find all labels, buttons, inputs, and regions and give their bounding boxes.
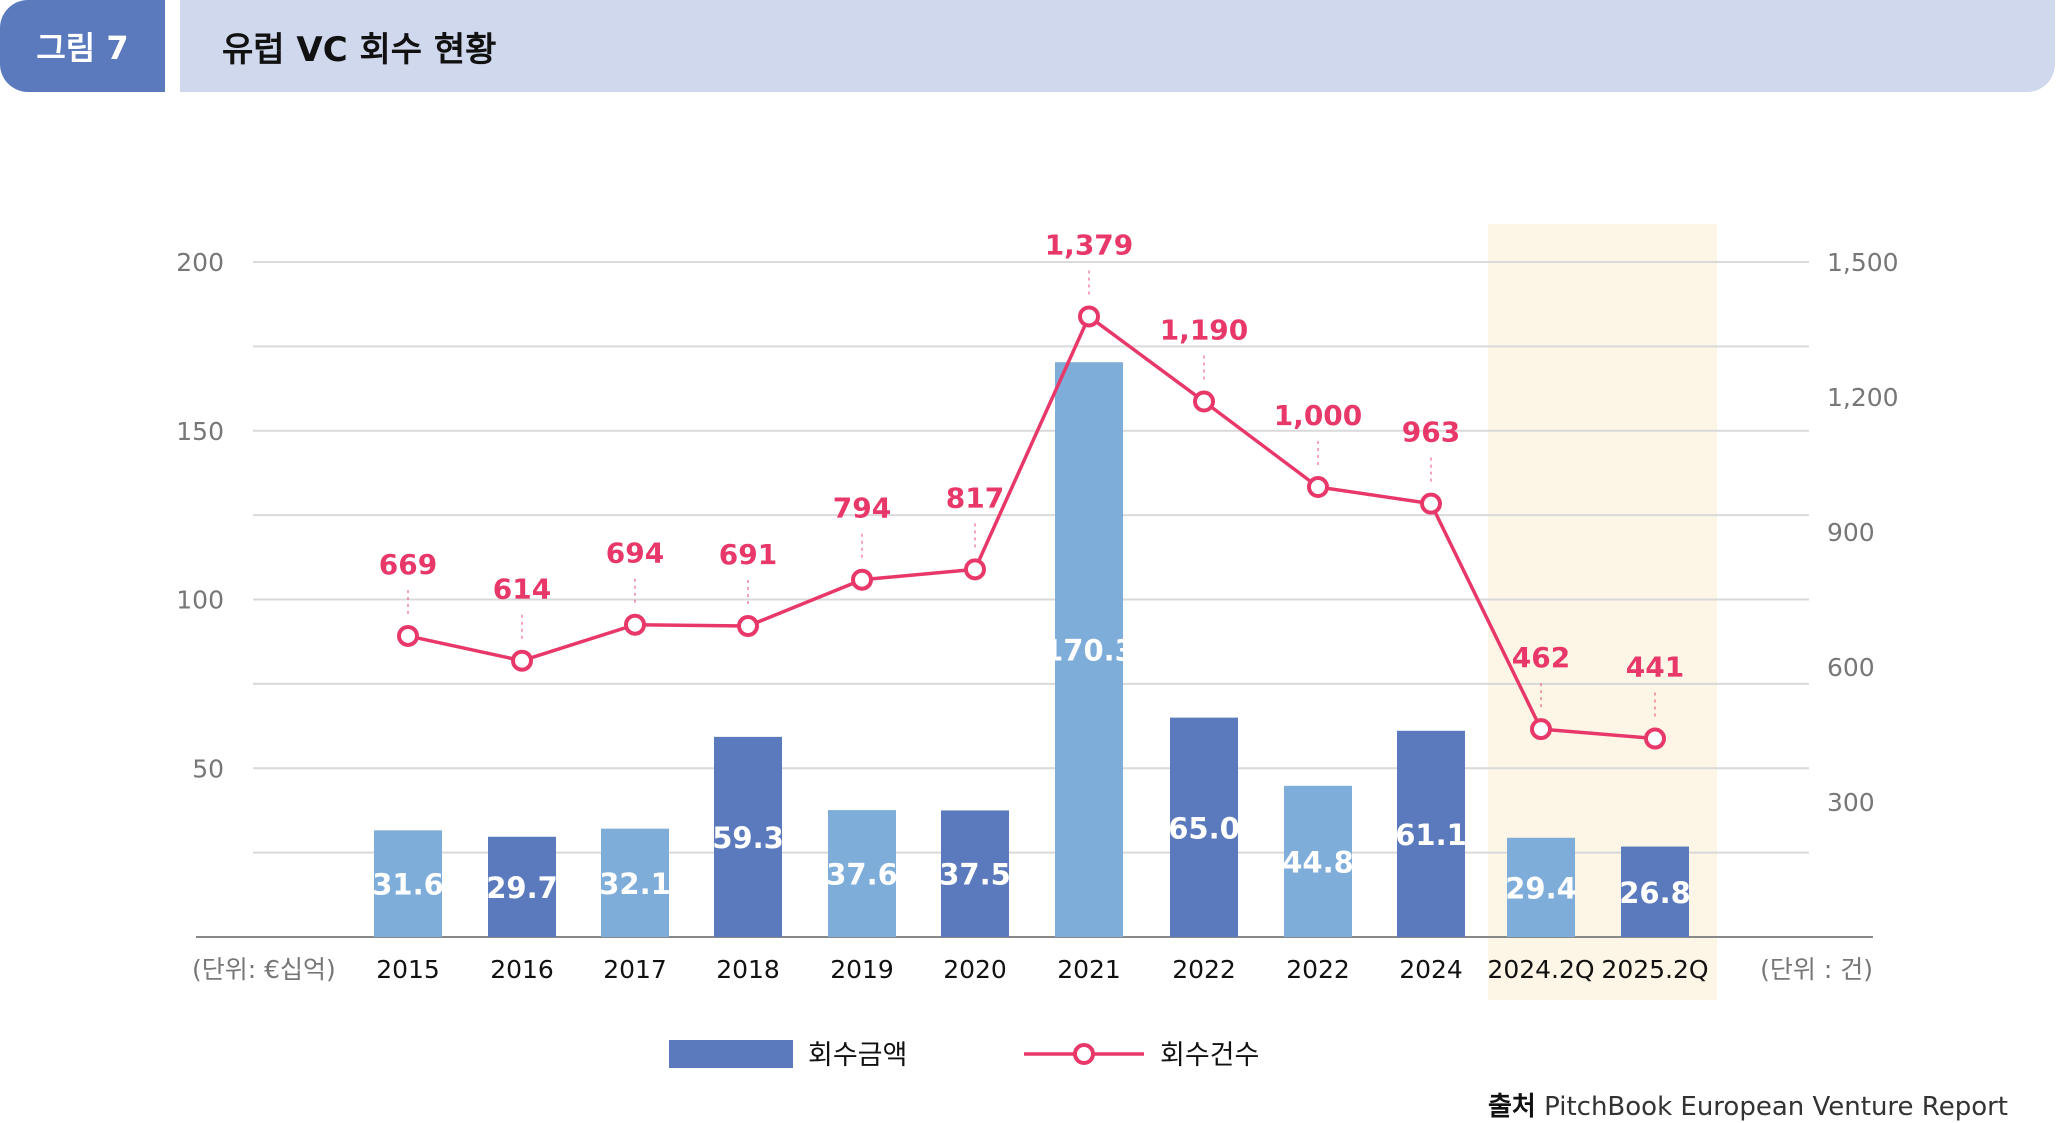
bar-value-label: 26.8 [1619,876,1691,910]
bar-value-label: 44.8 [1282,845,1354,879]
bar-value-label: 59.3 [712,821,784,855]
left-axis-tick: 50 [192,754,224,783]
x-axis-tick: 2022 [1286,955,1350,984]
bar [1621,846,1689,937]
left-axis-tick: 200 [176,248,224,277]
line-value-label: 963 [1402,416,1460,449]
x-axis-tick: 2019 [830,955,894,984]
legend-line-marker [1073,1043,1095,1065]
line-point [851,568,873,591]
line-value-label: 1,379 [1045,228,1134,261]
chart-title: 유럽 VC 회수 현황 [180,0,2055,92]
bar [828,810,896,937]
bar [1055,362,1123,937]
line-value-label: 1,000 [1274,399,1363,432]
left-axis-unit-label: (단위: €십억) [192,955,336,984]
line-value-label: 669 [379,548,437,581]
bar-value-label: 37.6 [826,858,898,892]
bar [941,810,1009,937]
bar [1170,717,1238,937]
legend-bar-swatch [669,1040,793,1068]
bar [601,828,669,937]
right-axis-tick: 300 [1827,788,1875,817]
line-point [1420,492,1442,515]
x-axis-tick: 2021 [1057,955,1121,984]
bar [1284,785,1352,937]
x-axis-tick: 2022 [1172,955,1236,984]
bar-value-label: 65.0 [1168,811,1240,845]
line-value-label: 441 [1626,651,1684,684]
line-value-label: 691 [719,538,777,571]
chart-title-text: 유럽 VC 회수 현황 [222,29,497,70]
line-point [1530,718,1552,741]
line-point [511,649,533,672]
line-value-label: 614 [493,573,551,606]
source-note: 출처 PitchBook European Venture Report [1488,1086,2008,1123]
bar-value-label: 31.6 [372,868,444,902]
line-value-label: 694 [606,537,664,570]
line-point [964,558,986,581]
legend-bar-label: 회수금액 [808,1040,907,1071]
left-axis-tick: 100 [176,586,224,615]
line-point [1078,305,1100,328]
line-point [1644,727,1666,750]
line-point [397,624,419,647]
right-axis-tick: 1,200 [1827,383,1899,412]
line-point [1193,390,1215,413]
x-axis-tick: 2024.2Q [1487,955,1594,984]
line-point [1307,476,1329,498]
x-axis-tick: 2015 [376,955,440,984]
right-axis-tick: 900 [1827,518,1875,547]
bar [1397,730,1465,937]
line-value-label: 1,190 [1160,314,1249,347]
line-value-label: 462 [1512,641,1570,674]
x-axis-tick: 2017 [603,955,667,984]
bar-value-label: 29.7 [486,871,558,905]
bar [1507,837,1575,937]
right-axis-tick: 1,500 [1827,248,1899,277]
bar-value-label: 29.4 [1505,871,1577,905]
x-axis-tick: 2016 [490,955,554,984]
bar-value-label: 170.3 [1043,634,1135,668]
x-axis-tick: 2025.2Q [1601,955,1708,984]
source-label: 출처 [1488,1092,1536,1122]
bar-value-label: 37.5 [939,858,1011,892]
left-axis-tick: 150 [176,417,224,446]
x-axis-tick: 2024 [1399,955,1463,984]
line-point [737,615,759,638]
line-value-label: 794 [833,492,891,525]
count-line [407,313,1656,741]
x-axis-tick: 2020 [943,955,1007,984]
right-axis-unit-label: (단위 : 건) [1760,955,1873,984]
source-text: PitchBook European Venture Report [1544,1092,2008,1122]
legend-line-label: 회수건수 [1160,1040,1259,1071]
bar-value-label: 61.1 [1395,818,1467,852]
bar [488,836,556,937]
x-axis-tick: 2018 [716,955,780,984]
line-value-label: 817 [946,481,1004,514]
line-point [624,613,646,636]
figure-number-badge: 그림 7 [0,0,165,92]
right-axis-tick: 600 [1827,653,1875,682]
bar [374,830,442,937]
bar [714,736,782,937]
bar-value-label: 32.1 [599,867,671,901]
